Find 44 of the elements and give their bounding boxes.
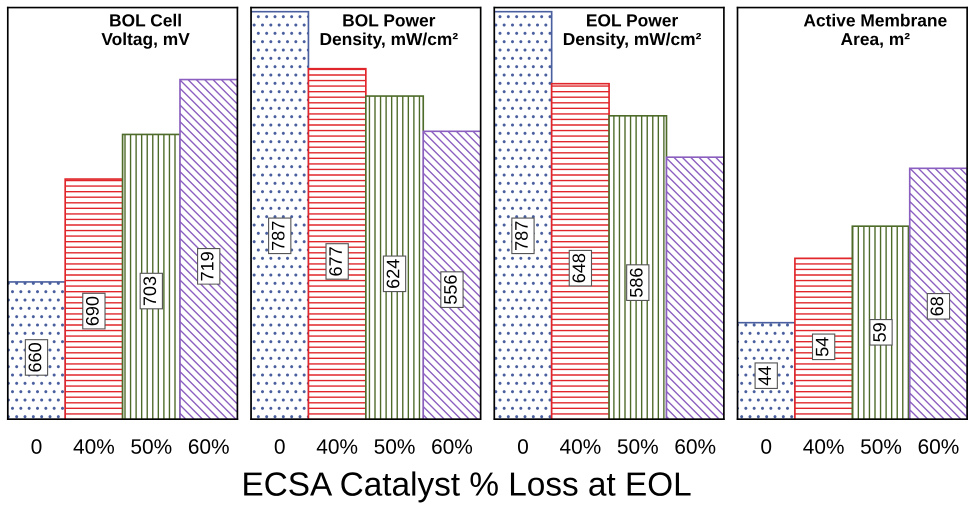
data-label: 787 [515, 222, 528, 250]
text: BOL Power Density, mW/cm² [320, 14, 458, 49]
x-tick-label: 50% [618, 439, 658, 454]
bar [550, 82, 610, 420]
data-label: 703 [143, 276, 156, 306]
bar [422, 130, 481, 420]
x-tick-label: 60% [188, 439, 229, 454]
data-label: 68 [930, 297, 944, 316]
x-tick-label: 0 [518, 439, 528, 454]
data-label: 624 [386, 259, 400, 288]
x-tick-label: 50% [374, 439, 415, 454]
x-tick-label: 40% [803, 439, 844, 454]
x-tick-label: 60% [675, 439, 716, 454]
bar [608, 114, 668, 420]
x-tick-label: 60% [432, 439, 472, 454]
x-axis-title: ECSA Catalyst % Loss at EOL [244, 471, 691, 502]
data-label: 787 [272, 222, 285, 250]
data-label: 59 [873, 323, 886, 342]
x-tick-label: 0 [761, 439, 772, 454]
x-tick-label: 0 [32, 439, 42, 454]
data-label: 719 [200, 252, 214, 280]
x-tick-label: 60% [918, 439, 959, 454]
data-label: 586 [630, 268, 643, 297]
text: EOL Power Density, mW/cm² [564, 14, 701, 49]
data-label: 677 [329, 247, 342, 276]
data-label: 556 [444, 275, 457, 304]
bar [308, 68, 367, 420]
bar [494, 10, 553, 420]
x-tick-label: 40% [74, 439, 114, 454]
data-label: 660 [28, 343, 42, 372]
data-label: 54 [816, 337, 828, 356]
x-tick-label: 50% [131, 439, 172, 454]
bar [666, 156, 724, 420]
data-label: 44 [758, 366, 771, 386]
text: Active Membrane Area, m² [804, 14, 947, 48]
bar [365, 95, 424, 420]
data-label: 648 [572, 254, 586, 282]
text: BOL Cell Voltag, mV [101, 14, 190, 49]
data-label: 690 [86, 296, 99, 326]
x-tick-label: 40% [560, 439, 600, 454]
x-tick-label: 40% [316, 439, 358, 454]
bar [251, 10, 310, 420]
x-tick-label: 0 [274, 439, 285, 454]
x-tick-label: 50% [861, 439, 902, 454]
